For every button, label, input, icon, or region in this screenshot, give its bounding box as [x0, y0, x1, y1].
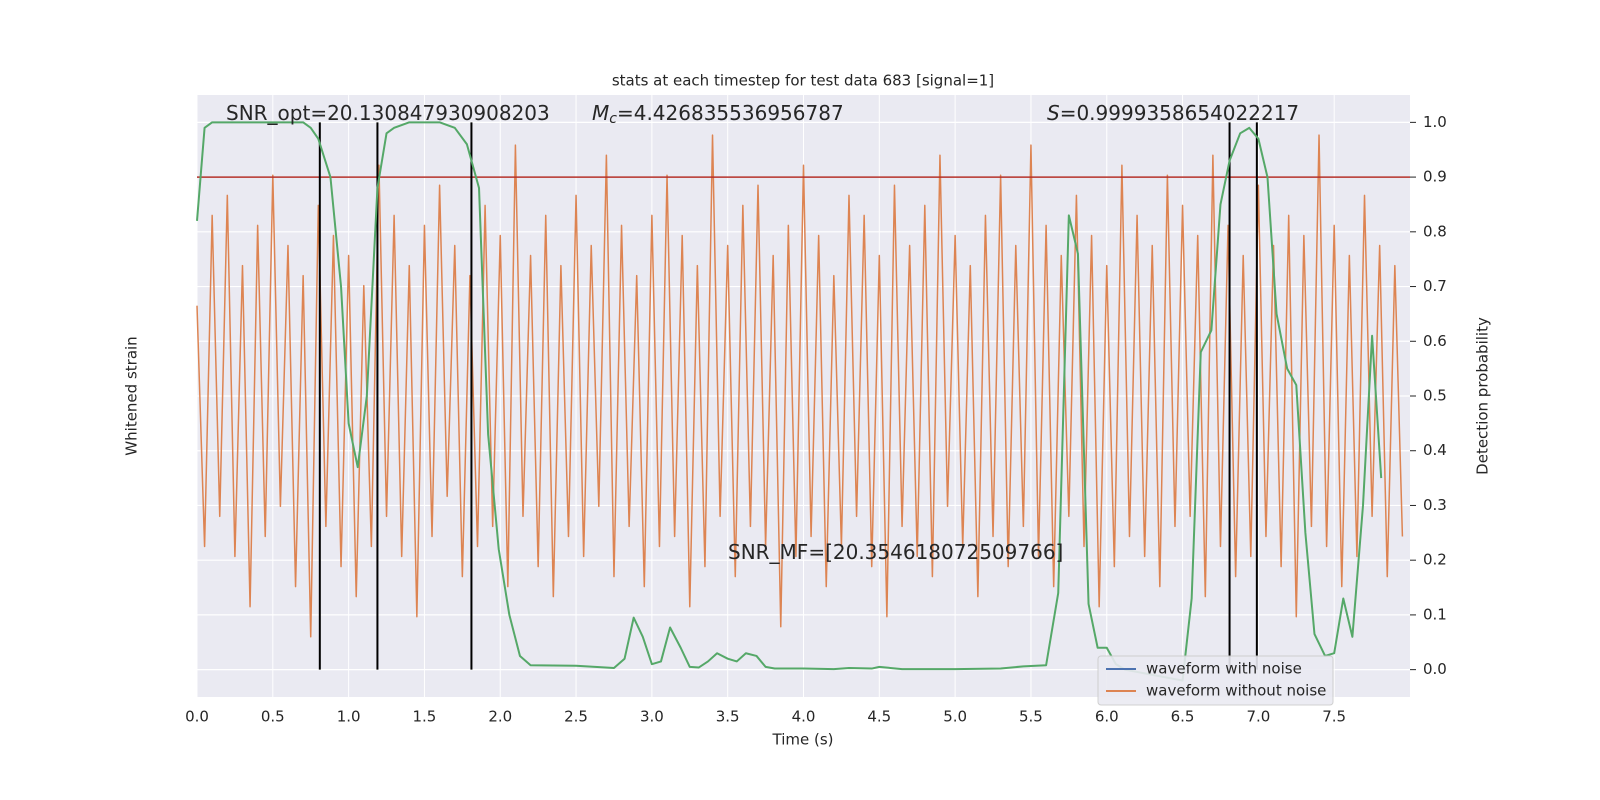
y2-tick-label: 0.6 — [1423, 332, 1447, 350]
annotation-text: =0.9999358654022217 — [1060, 101, 1299, 125]
x-tick-label: 7.0 — [1246, 708, 1270, 726]
y2-tick-label: 1.0 — [1423, 113, 1447, 131]
annotation-text: SNR_MF=[20.354618072509766] — [728, 540, 1063, 564]
x-tick-label: 6.0 — [1095, 708, 1119, 726]
x-tick-label: 2.0 — [488, 708, 512, 726]
x-tick-label: 3.0 — [640, 708, 664, 726]
y2-tick-label: 0.0 — [1423, 660, 1447, 678]
legend-box — [1097, 655, 1334, 706]
x-tick-label: 0.0 — [185, 708, 209, 726]
x-tick-label: 1.5 — [413, 708, 437, 726]
y2-tick-label: 0.4 — [1423, 441, 1447, 459]
series-line — [196, 121, 1383, 682]
legend-label: waveform with noise — [1146, 660, 1302, 678]
y2-tick-label: 0.7 — [1423, 277, 1447, 295]
y2-tick-label: 0.5 — [1423, 387, 1447, 405]
series-line — [196, 134, 1404, 638]
annotation: SNR_opt=20.130847930908203 — [226, 101, 550, 125]
annotation-subscript: c — [609, 111, 617, 127]
chart-title: stats at each timestep for test data 683… — [612, 72, 994, 90]
x-tick-label: 5.5 — [1019, 708, 1043, 726]
x-tick-label: 4.0 — [792, 708, 816, 726]
annotation: S=0.9999358654022217 — [1047, 101, 1299, 125]
y2-tick-label: 0.2 — [1423, 551, 1447, 569]
y2-tick-label: 0.3 — [1423, 496, 1447, 514]
x-tick-label: 4.5 — [867, 708, 891, 726]
x-tick-label: 7.5 — [1322, 708, 1346, 726]
x-axis-label: Time (s) — [772, 731, 834, 749]
annotation: SNR_MF=[20.354618072509766] — [728, 540, 1063, 564]
x-tick-label: 3.5 — [716, 708, 740, 726]
x-tick-label: 1.0 — [337, 708, 361, 726]
x-tick-label: 6.5 — [1171, 708, 1195, 726]
y2-axis-label: Detection probability — [1474, 317, 1492, 475]
y2-tick-label: 0.8 — [1423, 222, 1447, 240]
legend-label: waveform without noise — [1146, 682, 1326, 700]
annotation-symbol: M — [592, 101, 609, 125]
y2-tick-label: 0.1 — [1423, 605, 1447, 623]
x-tick-label: 2.5 — [564, 708, 588, 726]
x-tick-label: 5.0 — [943, 708, 967, 726]
x-tick-label: 0.5 — [261, 708, 285, 726]
y2-tick-label: 0.9 — [1423, 168, 1447, 186]
annotation-text: SNR_opt=20.130847930908203 — [226, 101, 550, 125]
annotation-text: =4.426835536956787 — [617, 101, 844, 125]
annotation-symbol: S — [1047, 101, 1060, 125]
y-axis-label: Whitened strain — [123, 336, 141, 455]
annotation: Mc=4.426835536956787 — [592, 101, 844, 128]
